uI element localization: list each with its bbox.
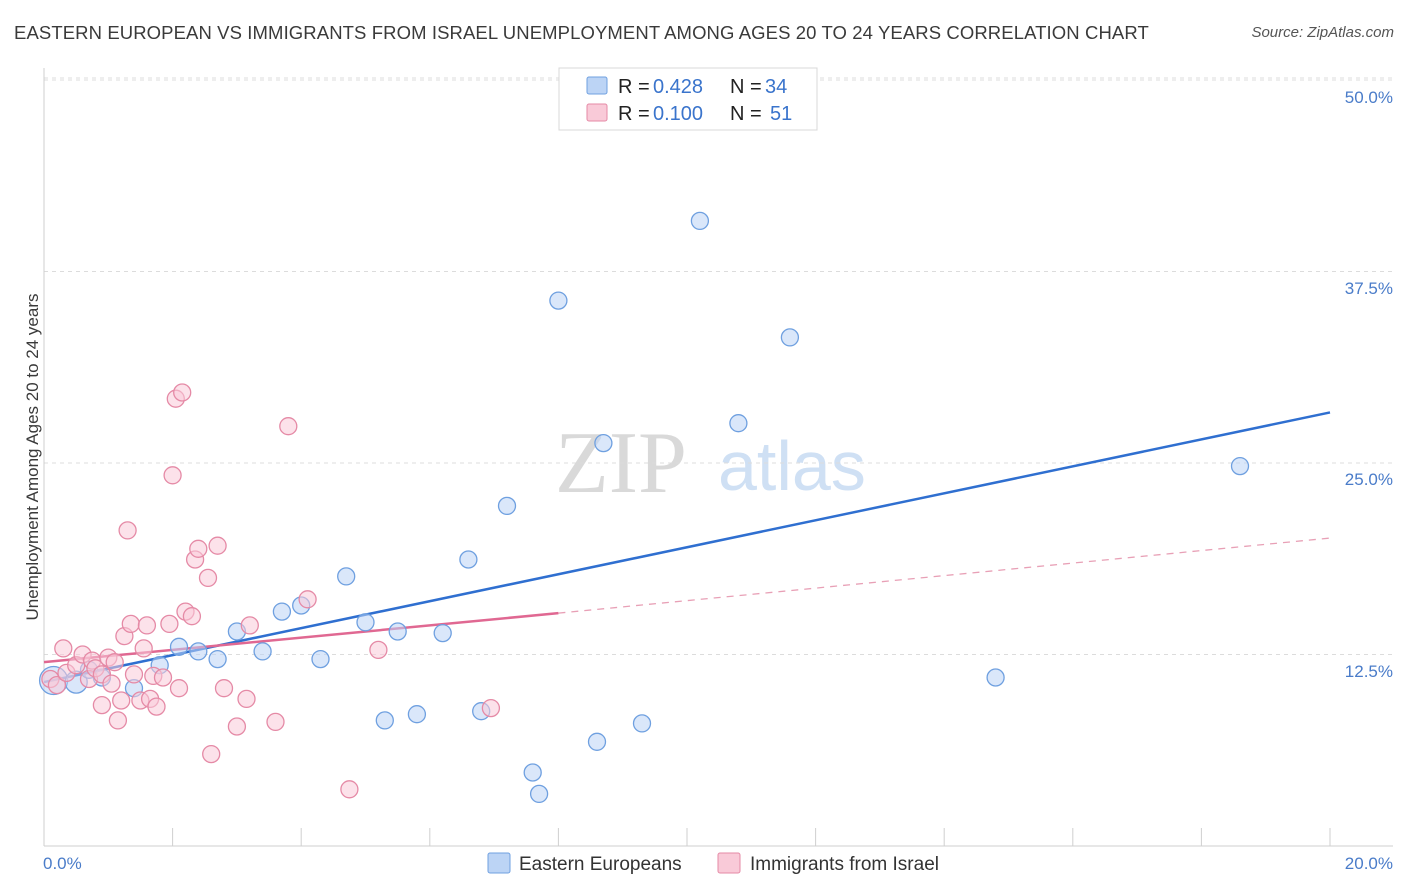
legend-r-value-2: 0.100 — [653, 103, 703, 125]
point-eastern-europeans — [690, 211, 710, 231]
point-eastern-europeans — [311, 649, 330, 669]
legend-swatch-immigrants-from-israel — [586, 103, 608, 122]
y-tick-label-12-5: 12.5% — [1345, 662, 1393, 681]
chart-title: EASTERN EUROPEAN VS IMMIGRANTS FROM ISRA… — [14, 22, 1149, 43]
point-eastern-europeans — [388, 622, 407, 641]
trend-line-immigrants-from-israel — [43, 611, 559, 664]
point-immigrants-from-israel — [369, 640, 388, 660]
point-immigrants-from-israel — [340, 780, 359, 799]
point-eastern-europeans — [433, 623, 452, 643]
point-immigrants-from-israel — [124, 665, 144, 684]
point-eastern-europeans — [459, 550, 478, 569]
legend-n-value-2: 51 — [770, 103, 792, 125]
point-immigrants-from-israel — [173, 383, 192, 402]
point-immigrants-from-israel — [481, 698, 501, 718]
legend-n-label-1: N = — [730, 76, 762, 98]
source-note: Source: ZipAtlas.com — [1251, 24, 1394, 41]
legend-n-value-1: 34 — [765, 76, 787, 98]
point-eastern-europeans — [632, 714, 652, 733]
watermark: ZIP atlas — [555, 415, 866, 512]
legend-r-label-1: R = — [618, 76, 650, 98]
bottom-legend: Eastern Europeans Immigrants from Israel — [487, 852, 939, 875]
point-eastern-europeans — [375, 711, 394, 730]
point-eastern-europeans — [407, 705, 427, 724]
y-tick-label-37-5: 37.5% — [1345, 279, 1393, 298]
point-eastern-europeans — [729, 414, 748, 433]
point-immigrants-from-israel — [227, 717, 247, 736]
point-eastern-europeans — [986, 668, 1005, 687]
legend-swatch-eastern-europeans — [586, 76, 608, 95]
point-immigrants-from-israel — [198, 568, 218, 588]
point-eastern-europeans — [1230, 456, 1250, 476]
point-eastern-europeans — [780, 328, 800, 347]
point-immigrants-from-israel — [189, 539, 208, 558]
point-immigrants-from-israel — [279, 417, 298, 436]
point-immigrants-from-israel — [208, 536, 227, 555]
point-immigrants-from-israel — [298, 590, 317, 609]
y-tick-label-25: 25.0% — [1345, 470, 1393, 489]
y-axis-title: Unemployment Among Ages 20 to 24 years — [23, 294, 42, 621]
point-immigrants-from-israel — [202, 744, 221, 764]
point-eastern-europeans — [529, 784, 549, 804]
y-tick-label-50: 50.0% — [1345, 88, 1393, 107]
watermark-atlas: atlas — [718, 427, 866, 505]
point-eastern-europeans — [337, 567, 356, 586]
legend-n-label-2: N = — [730, 103, 762, 125]
point-eastern-europeans — [549, 291, 568, 310]
point-immigrants-from-israel — [47, 675, 67, 695]
data-points — [38, 211, 1250, 804]
point-immigrants-from-israel — [54, 639, 73, 658]
point-immigrants-from-israel — [163, 466, 182, 485]
trend-lines — [43, 411, 1331, 684]
point-eastern-europeans — [523, 763, 542, 782]
bottom-legend-swatch-eastern-europeans — [487, 852, 511, 874]
point-immigrants-from-israel — [214, 679, 234, 698]
point-eastern-europeans — [497, 496, 517, 516]
axes — [43, 68, 1393, 847]
point-immigrants-from-israel — [137, 616, 157, 635]
x-tick-label-max: 20.0% — [1345, 854, 1393, 873]
point-eastern-europeans — [594, 433, 613, 453]
point-immigrants-from-israel — [266, 712, 285, 732]
point-immigrants-from-israel — [134, 639, 153, 658]
point-immigrants-from-israel — [121, 614, 140, 634]
trend-line-eastern-europeans — [43, 411, 1331, 684]
point-immigrants-from-israel — [160, 614, 179, 634]
point-eastern-europeans — [272, 602, 292, 621]
point-immigrants-from-israel — [118, 521, 137, 540]
gridlines — [44, 77, 1393, 655]
point-immigrants-from-israel — [147, 697, 166, 716]
point-eastern-europeans — [208, 649, 227, 669]
point-eastern-europeans — [189, 642, 208, 661]
point-eastern-europeans — [587, 732, 607, 751]
point-eastern-europeans — [253, 642, 272, 661]
bottom-legend-swatch-immigrants-from-israel — [717, 852, 741, 874]
point-immigrants-from-israel — [153, 668, 173, 687]
point-immigrants-from-israel — [169, 679, 189, 698]
point-immigrants-from-israel — [105, 653, 124, 672]
point-immigrants-from-israel — [102, 674, 121, 693]
x-tick-label-min: 0.0% — [43, 854, 82, 873]
top-legend: R = 0.428 N = 34 R = 0.100 N = 51 — [558, 67, 818, 131]
point-immigrants-from-israel — [237, 689, 256, 709]
bottom-legend-label-eastern-europeans: Eastern Europeans — [519, 854, 682, 875]
point-immigrants-from-israel — [182, 607, 202, 626]
point-immigrants-from-israel — [112, 691, 131, 710]
point-immigrants-from-israel — [108, 711, 128, 730]
point-eastern-europeans — [356, 613, 375, 632]
bottom-legend-label-immigrants-from-israel: Immigrants from Israel — [750, 854, 939, 875]
point-immigrants-from-israel — [240, 616, 259, 635]
point-eastern-europeans — [169, 637, 189, 656]
legend-r-value-1: 0.428 — [653, 76, 703, 98]
point-immigrants-from-israel — [92, 695, 112, 715]
legend-r-label-2: R = — [618, 103, 650, 125]
